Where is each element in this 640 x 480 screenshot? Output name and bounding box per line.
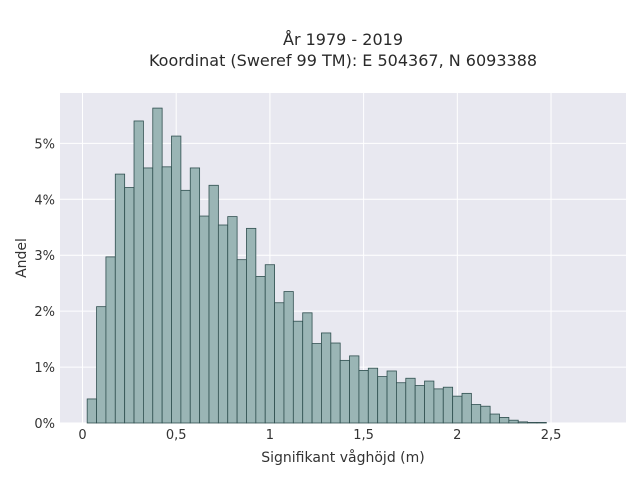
x-tick-label: 0,5 xyxy=(166,428,187,443)
y-axis-ticks: 0% 1% 2% 3% 4% 5% xyxy=(34,137,55,432)
histogram-bar xyxy=(424,380,435,424)
x-axis-ticks: 0 0,5 1 1,5 2 2,5 xyxy=(78,428,561,443)
x-axis-label: Signifikant våghöjd (m) xyxy=(261,449,424,466)
histogram-bars xyxy=(86,107,547,424)
histogram-bar xyxy=(292,320,304,424)
histogram-bar xyxy=(386,370,397,424)
histogram-bar xyxy=(302,312,313,424)
histogram-bar xyxy=(161,166,172,424)
histogram-bar xyxy=(208,184,219,424)
y-tick-label: 2% xyxy=(34,305,55,320)
histogram-bar xyxy=(414,385,425,424)
x-tick-label: 2 xyxy=(453,428,461,443)
y-tick-label: 3% xyxy=(34,249,55,264)
histogram-bar xyxy=(480,405,491,424)
histogram-bar xyxy=(114,173,126,424)
y-tick-label: 0% xyxy=(34,417,55,432)
histogram-bar xyxy=(339,359,350,424)
histogram-bar xyxy=(236,259,247,424)
histogram-bar xyxy=(124,187,135,424)
histogram-bar xyxy=(255,276,266,424)
histogram-bar xyxy=(321,332,332,424)
histogram-bar xyxy=(517,421,529,424)
histogram-bar xyxy=(508,419,519,424)
histogram-bar xyxy=(405,377,416,424)
y-tick-label: 4% xyxy=(34,193,55,208)
histogram-bar xyxy=(171,135,182,424)
x-tick-label: 0 xyxy=(78,428,86,443)
histogram-bar xyxy=(499,417,510,424)
histogram-bar xyxy=(330,342,341,424)
histogram-bar xyxy=(470,404,482,424)
histogram-bar xyxy=(396,382,407,424)
histogram-bar xyxy=(227,216,238,424)
histogram-bar xyxy=(358,370,369,424)
histogram-bar xyxy=(246,227,257,424)
histogram-bar xyxy=(143,167,154,424)
histogram-bar xyxy=(442,386,454,424)
histogram-bar xyxy=(133,120,144,424)
histogram-bar xyxy=(96,306,107,424)
histogram-bar xyxy=(264,264,275,424)
histogram-bar xyxy=(283,291,294,424)
histogram-bar xyxy=(152,107,163,424)
y-tick-label: 5% xyxy=(34,137,55,152)
histogram-bar xyxy=(349,355,360,424)
histogram-bar xyxy=(433,388,444,424)
y-tick-label: 1% xyxy=(34,361,55,376)
histogram-bar xyxy=(461,392,472,424)
y-axis-label: Andel xyxy=(14,238,30,278)
x-tick-label: 1 xyxy=(266,428,274,443)
histogram-bar xyxy=(452,395,463,424)
x-tick-label: 2,5 xyxy=(541,428,562,443)
histogram-bar xyxy=(377,376,388,424)
chart-title-line-1: År 1979 - 2019 xyxy=(283,30,403,49)
histogram-bar xyxy=(189,167,201,424)
x-tick-label: 1,5 xyxy=(353,428,374,443)
histogram-bar xyxy=(274,302,285,424)
histogram-bar xyxy=(105,256,116,424)
histogram-bar xyxy=(199,215,210,424)
histogram-bar xyxy=(180,189,191,424)
histogram-bar xyxy=(86,398,97,424)
histogram-bar xyxy=(536,422,547,424)
histogram-bar xyxy=(367,367,379,424)
histogram-bar xyxy=(311,343,322,424)
histogram-bar xyxy=(489,413,500,424)
chart-title-line-2: Koordinat (Sweref 99 TM): E 504367, N 60… xyxy=(149,51,537,70)
histogram-bar xyxy=(217,224,229,424)
histogram-bar xyxy=(527,422,538,424)
